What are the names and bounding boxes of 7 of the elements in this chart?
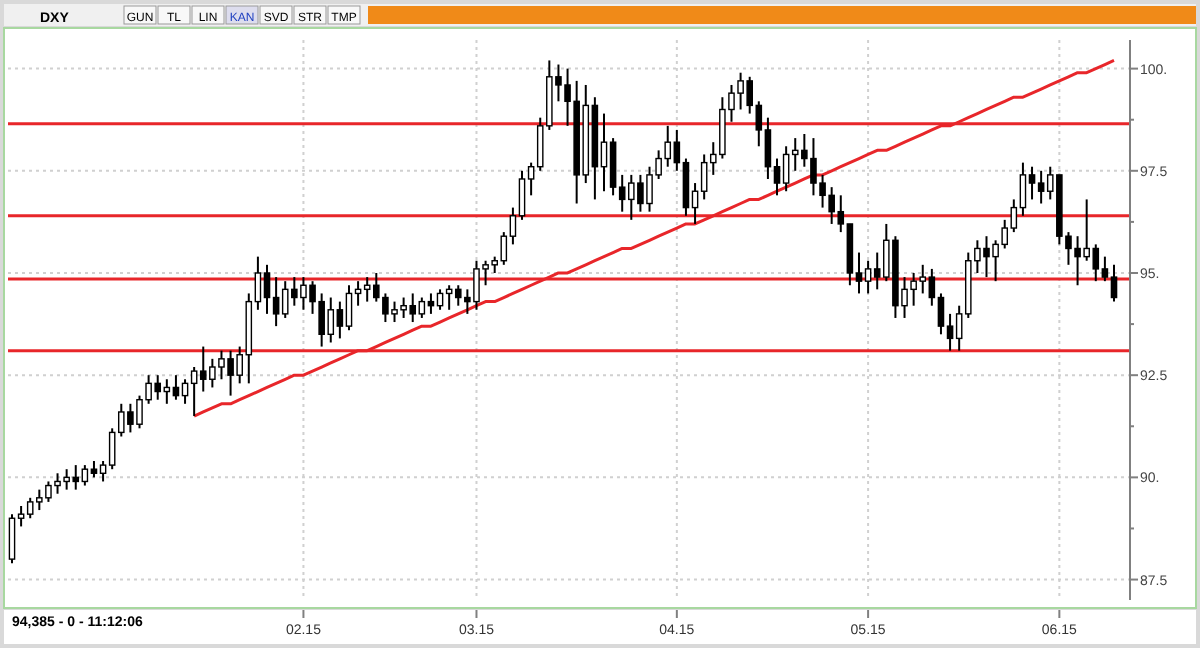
candlestick <box>600 112 608 193</box>
candlestick <box>609 137 617 197</box>
candlestick <box>1028 165 1036 201</box>
candlestick <box>345 284 353 332</box>
candlestick <box>1110 263 1118 303</box>
candlestick <box>8 513 16 565</box>
candlestick <box>263 263 271 315</box>
